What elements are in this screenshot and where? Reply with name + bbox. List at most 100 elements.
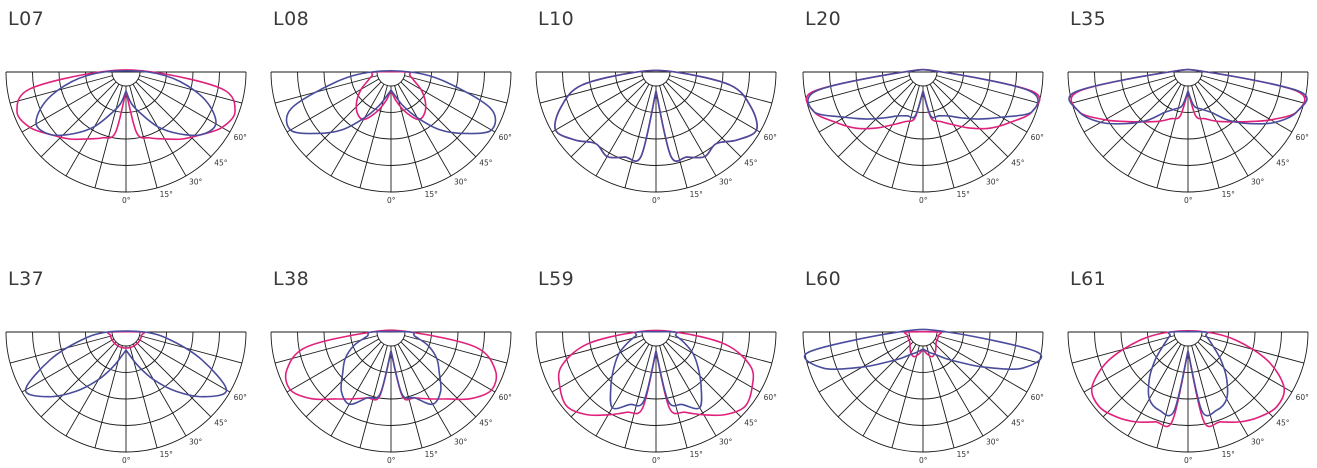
- polar-plot: 0° 15° 30° 45° 60°: [270, 70, 513, 205]
- angle-tick-label: 60°: [499, 133, 513, 142]
- c90-c270-curve: [807, 68, 1039, 120]
- angle-tick-label: 45°: [1011, 158, 1025, 167]
- polar-diagram-l60: L60 0° 15° 30° 45° 60°: [802, 268, 1055, 468]
- c90-c270-curve: [35, 70, 217, 137]
- angle-tick-label: 45°: [1276, 158, 1290, 167]
- angle-tick-label: 15°: [690, 450, 704, 459]
- angle-tick-label: 15°: [425, 190, 439, 199]
- angle-tick-label: 15°: [690, 190, 704, 199]
- angle-tick-label: 15°: [160, 190, 174, 199]
- polar-diagram-l07: L07 0° 15° 30° 45° 60°: [5, 8, 258, 208]
- polar-diagram-l10: L10 0° 15° 30° 45° 60°: [535, 8, 788, 208]
- diagram-label: L59: [538, 268, 575, 290]
- polar-diagram-l35: L35 0° 15° 30° 45° 60°: [1067, 8, 1317, 208]
- angle-tick-label: 15°: [425, 450, 439, 459]
- angle-tick-label: 45°: [214, 418, 228, 427]
- angle-tick-label: 30°: [454, 438, 468, 447]
- angle-tick-label: 30°: [719, 438, 733, 447]
- angle-tick-label: 15°: [160, 450, 174, 459]
- polar-plot: 0° 15° 30° 45° 60°: [535, 69, 778, 205]
- angle-tick-label: 45°: [479, 418, 493, 427]
- c90-c270-curve: [554, 69, 758, 162]
- polar-diagram-l08: L08 0° 15° 30° 45° 60°: [270, 8, 523, 208]
- angle-tick-label: 30°: [1251, 178, 1265, 187]
- polar-plot: 0° 15° 30° 45° 60°: [270, 329, 513, 465]
- c90-c270-curve: [1068, 68, 1308, 125]
- angle-tick-label: 0°: [122, 456, 131, 465]
- angle-tick-label: 45°: [744, 418, 758, 427]
- polar-gridlines: [802, 71, 1044, 193]
- c90-c270-curve: [609, 330, 703, 410]
- polar-gridlines: [5, 331, 247, 453]
- angle-tick-label: 45°: [214, 158, 228, 167]
- angle-tick-label: 30°: [454, 178, 468, 187]
- angle-tick-label: 30°: [986, 438, 1000, 447]
- diagram-label: L37: [8, 268, 45, 290]
- angle-tick-label: 60°: [764, 133, 778, 142]
- polar-gridlines: [802, 331, 1044, 453]
- angle-tick-label: 30°: [189, 438, 203, 447]
- c90-c270-curve: [1147, 330, 1229, 417]
- polar-gridlines: [535, 331, 777, 453]
- angle-tick-label: 0°: [1184, 456, 1193, 465]
- c90-c270-curve: [803, 328, 1043, 371]
- angle-tick-label: 15°: [957, 190, 971, 199]
- angle-tick-label: 30°: [719, 178, 733, 187]
- angle-tick-label: 0°: [919, 456, 928, 465]
- c0-c180-curve: [16, 69, 236, 141]
- angle-tick-label: 60°: [764, 393, 778, 402]
- polar-plot: 0° 15° 30° 45° 60°: [5, 69, 248, 205]
- diagram-label: L60: [805, 268, 842, 290]
- angle-tick-label: 15°: [957, 450, 971, 459]
- angle-tick-label: 45°: [1011, 418, 1025, 427]
- angle-tick-label: 30°: [1251, 438, 1265, 447]
- polar-diagram-l38: L38 0° 15° 30° 45° 60°: [270, 268, 523, 468]
- diagram-label: L35: [1070, 8, 1107, 30]
- diagram-label: L08: [273, 8, 310, 30]
- angle-tick-label: 60°: [1031, 133, 1045, 142]
- angle-tick-label: 0°: [652, 196, 661, 205]
- angle-tick-label: 0°: [387, 456, 396, 465]
- polar-gridlines: [5, 71, 247, 193]
- polar-gridlines: [535, 71, 777, 193]
- angle-tick-label: 0°: [387, 196, 396, 205]
- angle-tick-label: 15°: [1222, 450, 1236, 459]
- angle-tick-label: 60°: [499, 393, 513, 402]
- c0-c180-curve: [284, 329, 498, 401]
- c90-c270-curve: [340, 330, 442, 406]
- angle-tick-label: 60°: [234, 393, 248, 402]
- polar-plot: 0° 15° 30° 45° 60°: [1067, 68, 1310, 205]
- polar-plot: 0° 15° 30° 45° 60°: [5, 330, 248, 465]
- angle-tick-label: 0°: [919, 196, 928, 205]
- diagram-label: L38: [273, 268, 310, 290]
- c0-c180-curve: [557, 329, 755, 417]
- polar-diagram-l37: L37 0° 15° 30° 45° 60°: [5, 268, 258, 468]
- c90-c270-curve: [24, 330, 228, 398]
- angle-tick-label: 60°: [1296, 133, 1310, 142]
- angle-tick-label: 0°: [122, 196, 131, 205]
- polar-gridlines: [1067, 71, 1309, 193]
- angle-tick-label: 60°: [1031, 393, 1045, 402]
- angle-tick-label: 0°: [652, 456, 661, 465]
- angle-tick-label: 60°: [1296, 393, 1310, 402]
- polar-plot: 0° 15° 30° 45° 60°: [1067, 330, 1310, 465]
- diagram-label: L07: [8, 8, 45, 30]
- polar-plot: 0° 15° 30° 45° 60°: [802, 328, 1045, 465]
- polar-diagram-l61: L61 0° 15° 30° 45° 60°: [1067, 268, 1317, 468]
- diagram-label: L20: [805, 8, 842, 30]
- angle-tick-label: 45°: [744, 158, 758, 167]
- angle-tick-label: 0°: [1184, 196, 1193, 205]
- polar-gridlines: [1067, 331, 1309, 453]
- angle-tick-label: 45°: [1276, 418, 1290, 427]
- angle-tick-label: 60°: [234, 133, 248, 142]
- c0-c180-curve: [903, 330, 943, 358]
- polar-plot: 0° 15° 30° 45° 60°: [535, 329, 778, 465]
- diagram-label: L61: [1070, 268, 1107, 290]
- angle-tick-label: 45°: [479, 158, 493, 167]
- polar-diagram-l59: L59 0° 15° 30° 45° 60°: [535, 268, 788, 468]
- angle-tick-label: 30°: [189, 178, 203, 187]
- polar-gridlines: [270, 331, 512, 453]
- polar-plot: 0° 15° 30° 45° 60°: [802, 68, 1045, 205]
- c90-c270-curve: [285, 70, 497, 135]
- angle-tick-label: 30°: [986, 178, 1000, 187]
